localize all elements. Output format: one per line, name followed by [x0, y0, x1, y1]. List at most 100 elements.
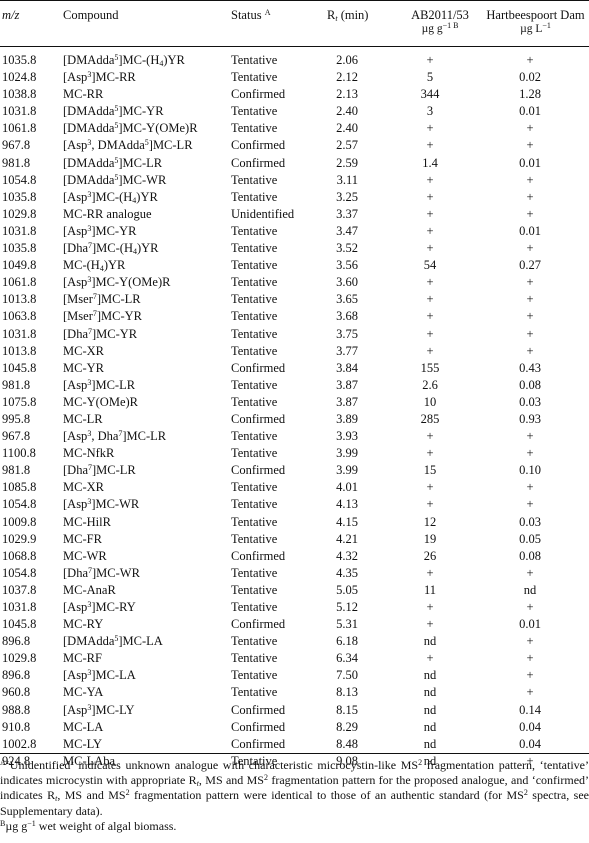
cell-mz: 1045.8: [2, 360, 37, 375]
cell-ab2011: +: [426, 241, 434, 256]
cell-retention-time: 3.37: [336, 206, 358, 221]
footnote-a-sup-4: 2: [523, 788, 528, 798]
cell-status: Tentative: [231, 121, 278, 136]
compound-superscript: 3: [87, 668, 92, 678]
cell-retention-time: 9.08: [336, 753, 358, 768]
compound-text: MC-RY: [63, 617, 104, 632]
cell-compound: [Mser7]MC-YR: [63, 308, 142, 325]
compound-text: MC-LAba: [63, 753, 116, 768]
compound-superscript: 5: [114, 104, 119, 114]
cell-status: Tentative: [231, 497, 278, 512]
compound-text: )YR: [103, 258, 126, 273]
table-row: 1031.8 [Asp3]MC-YR Tentative 3.47 +0.01: [0, 223, 589, 240]
cell-status: Tentative: [231, 223, 278, 238]
cell-mz: 967.8: [2, 429, 31, 444]
table-row: 960.8 MC-YA Tentative 8.13 nd +: [0, 684, 589, 701]
table-row: 1045.8 MC-YR Confirmed 3.84 155 0.43: [0, 360, 589, 377]
compound-superscript: 3: [87, 223, 92, 233]
compound-text: [Dha: [63, 241, 88, 256]
compound-text: [Asp: [63, 668, 88, 683]
cell-mz: 995.8: [2, 411, 31, 426]
table-row: 981.8 [Dha7]MC-LR Confirmed 3.99 15 0.10: [0, 462, 589, 479]
cell-mz: 1054.8: [2, 172, 37, 187]
cell-mz: 1063.8: [2, 309, 37, 324]
cell-status: Tentative: [231, 343, 278, 358]
compound-text: ]MC-YR: [91, 223, 137, 238]
compound-superscript: 7: [118, 429, 123, 439]
cell-mz: 1029.8: [2, 206, 37, 221]
table-row: 1029.8 MC-RR analogue Unidentified 3.37 + +: [0, 206, 589, 223]
footnote-a: A‘Unidentified’ indicates unknown analog…: [0, 758, 589, 819]
cell-hartbeespoort: 0.01: [519, 223, 541, 238]
cell-hartbeespoort: 0.04: [519, 736, 541, 751]
cell-status: Tentative: [231, 600, 278, 614]
cell-ab2011: +: [426, 326, 434, 341]
table-row: 1061.8 [Asp3]MC-Y(OMe)R Tentative 3.60 + +: [0, 274, 589, 291]
cell-mz: 981.8: [2, 377, 31, 392]
cell-status: Tentative: [231, 634, 278, 649]
cell-hartbeespoort: 0.01: [519, 617, 541, 632]
table-footnotes: A‘Unidentified’ indicates unknown analog…: [0, 758, 589, 834]
cell-retention-time: 3.56: [336, 258, 358, 273]
compound-text: )YR: [136, 189, 158, 204]
cell-retention-time: 3.52: [336, 241, 358, 256]
cell-hartbeespoort: 0.08: [519, 377, 541, 392]
table-row: 1075.8 MC-Y(OMe)R Tentative 3.87 10 0.03: [0, 394, 589, 411]
cell-hartbeespoort: +: [526, 275, 534, 290]
cell-ab2011: +: [426, 565, 434, 580]
table-row: 1013.8 MC-XR Tentative 3.77 + +: [0, 343, 589, 360]
cell-status: Tentative: [231, 429, 278, 444]
cell-compound: [Asp3]MC-(H4)YR: [63, 189, 158, 206]
cell-status: Tentative: [231, 292, 278, 307]
cell-retention-time: 2.40: [336, 121, 358, 136]
table-row: 1045.8 MC-RY Confirmed 5.31 +0.01: [0, 616, 589, 633]
cell-ab2011: +: [426, 343, 434, 358]
cell-retention-time: 7.50: [336, 668, 358, 683]
compound-text: [Asp: [63, 189, 88, 204]
cell-retention-time: 2.12: [336, 70, 358, 85]
cell-status: Tentative: [231, 531, 278, 546]
cell-hartbeespoort: 0.01: [519, 155, 541, 170]
header-ab2011-title: AB2011/53: [411, 8, 469, 22]
compound-text: MC-(H: [63, 258, 100, 273]
header-compound: Compound: [63, 8, 119, 22]
cell-hartbeespoort: nd: [523, 582, 537, 597]
cell-compound: [DMAdda5]MC-YR: [63, 103, 164, 120]
compound-text: ]MC-YR: [92, 326, 138, 341]
cell-ab2011: 3: [426, 104, 434, 119]
cell-retention-time: 4.21: [336, 531, 358, 546]
footnote-a-sub-1: t: [196, 779, 199, 789]
compound-superscript: 5: [114, 53, 119, 62]
compound-subscript: 4: [99, 264, 104, 274]
header-status: Status A: [231, 8, 270, 22]
cell-mz: 1045.8: [2, 617, 37, 632]
compound-text: [Asp: [63, 429, 88, 444]
cell-ab2011: +: [426, 138, 434, 153]
cell-compound: [Dha7]MC-YR: [63, 326, 137, 343]
table-row: 1063.8 [Mser7]MC-YR Tentative 3.68 + +: [0, 308, 589, 325]
header-rt-sub: t: [335, 14, 338, 23]
compound-text: ]MC-LR: [118, 155, 163, 170]
compound-text: [DMAdda: [63, 53, 115, 67]
cell-mz: 924.8: [2, 753, 31, 768]
compound-text: [Asp: [63, 275, 88, 290]
cell-hartbeespoort: 0.43: [519, 360, 541, 375]
compound-superscript: 3: [87, 497, 92, 507]
cell-retention-time: 3.68: [336, 309, 358, 324]
cell-hartbeespoort: +: [526, 309, 534, 324]
cell-retention-time: 4.35: [336, 565, 358, 580]
cell-compound: [Asp3]MC-Y(OMe)R: [63, 274, 170, 291]
cell-retention-time: 2.57: [336, 138, 358, 153]
cell-hartbeespoort: +: [526, 53, 534, 67]
cell-compound: [Dha7]MC-(H4)YR: [63, 240, 159, 257]
cell-mz: 1009.8: [2, 514, 37, 529]
cell-mz: 1049.8: [2, 258, 37, 273]
cell-status: Confirmed: [231, 719, 286, 734]
cell-status: Tentative: [231, 189, 278, 204]
header-rule: [0, 46, 589, 47]
table-row: 967.8 [Asp3, Dha7]MC-LR Tentative 3.93 + +: [0, 428, 589, 445]
cell-status: Tentative: [231, 394, 278, 409]
cell-mz: 1031.8: [2, 104, 37, 119]
table-row: 1013.8 [Mser7]MC-LR Tentative 3.65 + +: [0, 291, 589, 308]
footnote-a-text-4: fragmentation pattern for the proposed a…: [0, 773, 589, 803]
